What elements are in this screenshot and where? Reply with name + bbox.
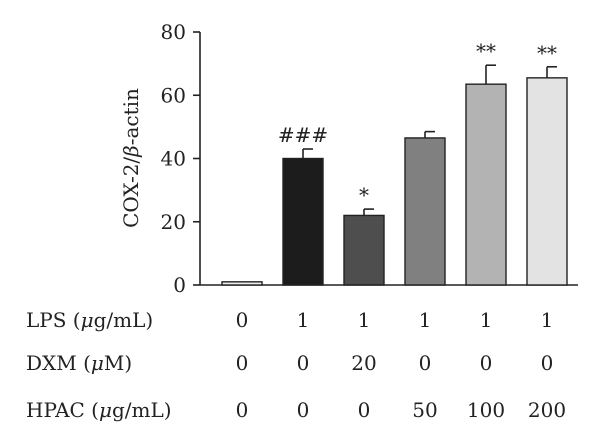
significance-label: **: [537, 41, 557, 65]
significance-label: **: [476, 39, 496, 63]
condition-value: 0: [541, 351, 554, 375]
y-axis-label-beta: β: [119, 145, 143, 158]
condition-value: 20: [351, 351, 376, 375]
condition-value: 50: [412, 398, 437, 422]
condition-value: 0: [236, 308, 249, 332]
significance-label: ###: [278, 123, 328, 147]
condition-label-prefix: HPAC (: [26, 398, 99, 422]
y-tick-label: 20: [161, 210, 186, 234]
significance-group: ###*** **: [278, 39, 557, 207]
condition-label-prefix: LPS (: [26, 308, 81, 332]
bar: [343, 214, 385, 286]
bar: [221, 281, 263, 286]
condition-label: HPAC (μg/mL): [26, 398, 172, 422]
bars-group: [221, 77, 568, 286]
y-tick-label: 60: [161, 83, 186, 107]
condition-value: 1: [358, 308, 371, 332]
condition-label-unit: μ: [99, 398, 112, 422]
condition-label-prefix: DXM (: [26, 351, 91, 375]
y-axis-ticks: 0 20 40 60 80: [161, 20, 200, 297]
condition-value: 0: [480, 351, 493, 375]
svg-text:COX-2/β-actin: COX-2/β-actin: [119, 88, 143, 228]
bar: [465, 83, 507, 286]
condition-value: 100: [467, 398, 505, 422]
y-tick-label: 0: [173, 273, 186, 297]
y-axis-label: COX-2/β-actin: [119, 88, 143, 228]
condition-value: 0: [419, 351, 432, 375]
y-tick-label: 40: [161, 147, 186, 171]
y-axis-label-prefix: COX-2/: [119, 157, 143, 228]
condition-label-unit: μ: [91, 351, 104, 375]
condition-value: 1: [297, 308, 310, 332]
condition-value: 0: [297, 398, 310, 422]
y-axis-label-suffix: -actin: [119, 88, 143, 145]
y-tick-label: 80: [161, 20, 186, 44]
condition-label-suffix: g/mL): [112, 398, 172, 422]
condition-label: LPS (μg/mL): [26, 308, 153, 332]
bar: [526, 77, 568, 286]
condition-label-suffix: g/mL): [94, 308, 154, 332]
condition-label-suffix: M): [104, 351, 132, 375]
condition-value: 0: [236, 398, 249, 422]
condition-value: 0: [236, 351, 249, 375]
error-bars-group: [302, 64, 557, 216]
condition-value: 200: [528, 398, 566, 422]
condition-value: 0: [297, 351, 310, 375]
bar: [404, 137, 446, 286]
significance-label: *: [359, 183, 369, 207]
condition-label-unit: μ: [81, 308, 94, 332]
condition-value: 1: [541, 308, 554, 332]
condition-label: DXM (μM): [26, 351, 132, 375]
condition-value: 0: [358, 398, 371, 422]
bar: [282, 157, 324, 286]
condition-value: 1: [480, 308, 493, 332]
condition-value: 1: [419, 308, 432, 332]
